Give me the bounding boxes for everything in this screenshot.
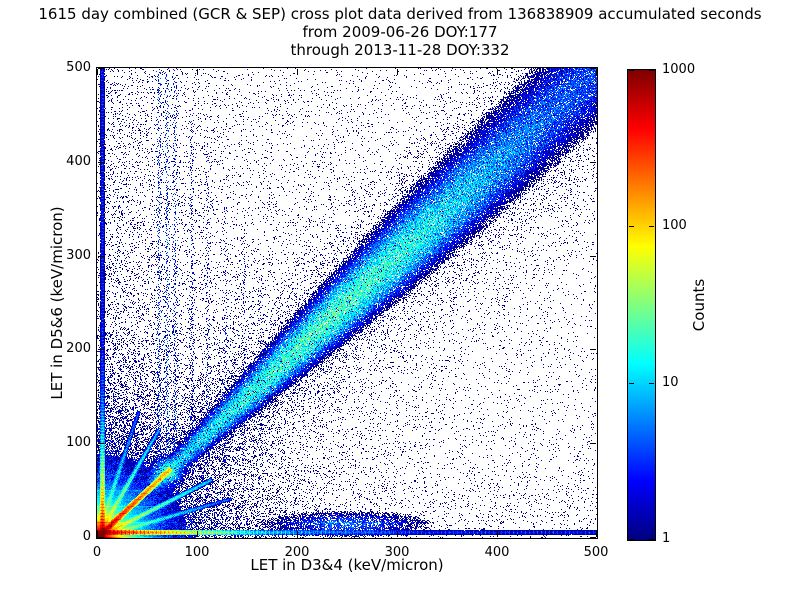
x-tick	[497, 69, 498, 75]
colorbar	[627, 69, 656, 541]
colorbar-tick	[649, 382, 654, 384]
x-tick	[397, 531, 398, 537]
x-tick	[197, 69, 198, 75]
colorbar-tick-label: 1000	[662, 62, 696, 77]
x-tick	[596, 69, 597, 75]
x-tick	[497, 531, 498, 537]
y-tick-label: 300	[66, 247, 91, 263]
x-tick-label: 100	[184, 545, 210, 560]
colorbar-tick-label: 1	[662, 531, 671, 546]
y-tick	[98, 537, 104, 538]
x-tick-label: 300	[384, 545, 410, 560]
colorbar-tick	[629, 226, 634, 228]
y-tick-label: 500	[66, 60, 91, 75]
y-tick	[98, 443, 104, 445]
y-tick-label: 400	[66, 153, 91, 169]
y-tick	[590, 443, 596, 445]
x-tick-label: 400	[484, 545, 510, 560]
colorbar-canvas	[628, 70, 655, 540]
x-tick	[197, 531, 198, 537]
colorbar-tick-label: 100	[662, 218, 687, 234]
colorbar-tick-label: 10	[662, 374, 679, 390]
colorbar-tick	[629, 382, 634, 384]
x-tick	[97, 69, 98, 75]
x-tick-label: 0	[92, 545, 102, 560]
y-tick	[590, 255, 596, 257]
colorbar-tick	[649, 70, 654, 71]
y-tick	[590, 537, 596, 538]
y-tick-label: 0	[82, 529, 91, 544]
colorbar-tick	[629, 539, 634, 540]
y-tick	[98, 255, 104, 257]
y-tick-label: 200	[66, 341, 91, 357]
x-tick	[596, 531, 597, 537]
x-tick	[297, 69, 298, 75]
y-tick	[98, 349, 104, 351]
x-tick	[397, 69, 398, 75]
chart-title-line3: through 2013-11-28 DOY:332	[290, 41, 510, 59]
colorbar-tick	[649, 539, 654, 540]
chart-title-line1: 1615 day combined (GCR & SEP) cross plot…	[38, 5, 762, 23]
chart-title-line2: from 2009-06-26 DOY:177	[302, 23, 498, 41]
x-tick	[97, 531, 98, 537]
y-tick	[98, 161, 104, 163]
colorbar-tick	[649, 226, 654, 228]
y-tick	[590, 68, 596, 69]
x-tick	[297, 531, 298, 537]
y-tick	[590, 161, 596, 163]
plot-canvas	[97, 68, 597, 538]
y-axis-label: LET in D5&6 (keV/micron)	[48, 206, 66, 400]
colorbar-tick	[629, 70, 634, 71]
plot-area	[96, 67, 598, 539]
y-tick	[590, 349, 596, 351]
colorbar-label: Counts	[690, 278, 708, 332]
x-tick-label: 200	[284, 545, 310, 560]
x-axis-label: LET in D3&4 (keV/micron)	[250, 556, 444, 574]
y-tick-label: 100	[66, 435, 91, 451]
x-tick-label: 500	[583, 545, 609, 560]
y-tick	[98, 68, 104, 69]
